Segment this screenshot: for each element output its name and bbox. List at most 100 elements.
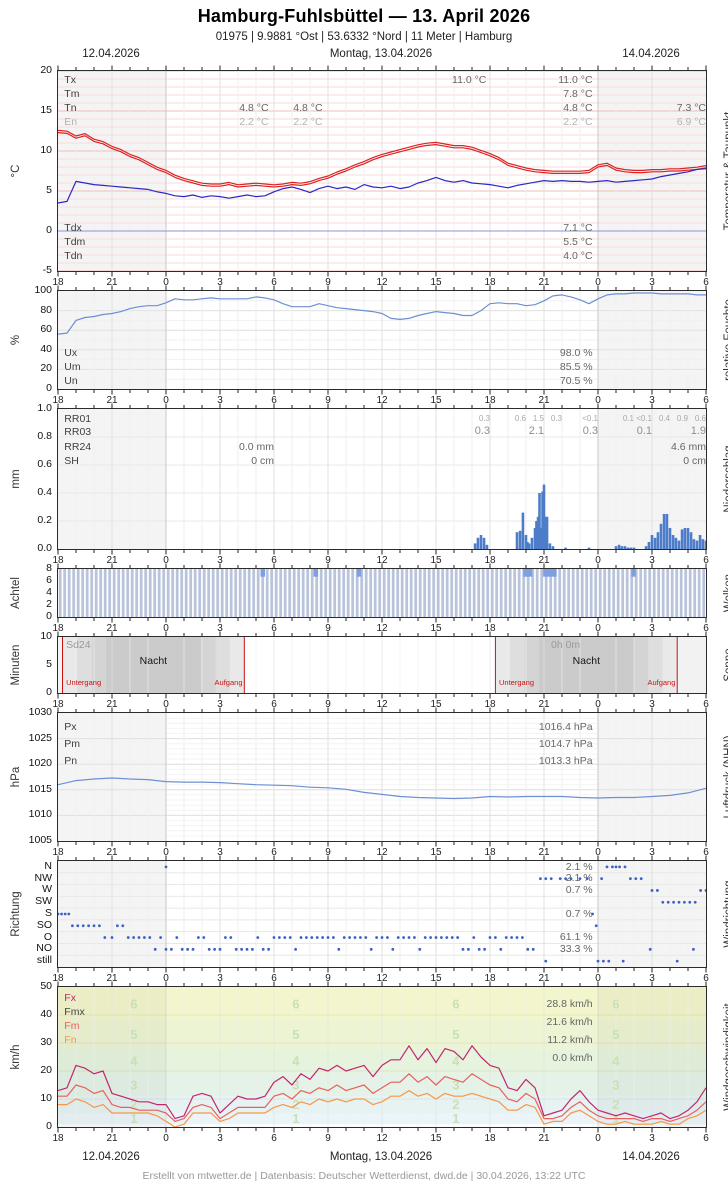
cloud-stripe bbox=[63, 569, 67, 617]
wind-direction-dot bbox=[224, 936, 227, 939]
svg-text:6: 6 bbox=[271, 699, 277, 710]
stat-text: Tdm bbox=[64, 236, 86, 248]
beaufort-number: 3 bbox=[292, 1078, 299, 1093]
beaufort-number: 4 bbox=[612, 1054, 620, 1069]
wind-direction-dot bbox=[692, 947, 695, 951]
wind-direction-dot bbox=[321, 936, 324, 939]
right-axis-pressure: Luftdruck (NHN) bbox=[707, 712, 728, 842]
wind-direction-dot bbox=[251, 947, 254, 951]
wind-direction-dot bbox=[116, 924, 119, 928]
stat-text: 1.5 bbox=[532, 414, 544, 423]
svg-text:18: 18 bbox=[52, 277, 64, 288]
wind-direction-annotations: 2.1 % 2.1 % 0.7 % 0.7 % 61.1 % 33.3 % bbox=[58, 861, 706, 967]
svg-text:21: 21 bbox=[106, 395, 118, 406]
svg-text:15: 15 bbox=[430, 277, 442, 288]
time-axis-svg: 18 21 0 3 6 9 12 15 18 21 0 3 6 bbox=[52, 390, 709, 408]
svg-text:21: 21 bbox=[538, 395, 550, 406]
svg-text:6: 6 bbox=[703, 277, 709, 288]
wind-direction-dot bbox=[429, 936, 432, 939]
cloud-stripe bbox=[234, 569, 238, 617]
rain-bar bbox=[544, 516, 547, 549]
wind-direction-dot bbox=[467, 947, 470, 951]
wind-direction-dot bbox=[92, 924, 96, 928]
y-axis-unit-label: Richtung bbox=[10, 891, 22, 937]
wind-direction-dot bbox=[677, 900, 681, 904]
rain-bar bbox=[539, 528, 543, 549]
pressure-plot-area: Px Pm Pn 1016.4 hPa 1014.7 hPa 1013.3 hPa bbox=[57, 712, 707, 842]
panel-humidity: % 100 80 60 40 20 0 Ux Um Un 98.0 % 85.5 % 70.5 % … bbox=[0, 284, 728, 394]
cloud-stripe bbox=[193, 569, 197, 617]
wind-direction-dot bbox=[332, 936, 335, 939]
cloud-stripe bbox=[274, 569, 278, 617]
rain-bar bbox=[701, 539, 705, 549]
wind-direction-dot bbox=[386, 936, 389, 939]
attribution-footer: Erstellt von mtwetter.de | Datenbasis: D… bbox=[142, 1170, 586, 1182]
rain-bar bbox=[665, 514, 669, 549]
cloud-stripe bbox=[175, 569, 179, 617]
svg-text:12: 12 bbox=[376, 847, 388, 858]
wind-min-line bbox=[58, 1089, 706, 1127]
wind-direction-dot bbox=[549, 877, 553, 881]
svg-text:18: 18 bbox=[484, 973, 496, 984]
rain-bar bbox=[644, 546, 648, 549]
y-tick-label: 0.0 bbox=[37, 542, 52, 554]
cloud-break-mark bbox=[260, 569, 265, 577]
stat-text: 1.9 bbox=[690, 425, 706, 437]
wind-direction-dot bbox=[648, 947, 652, 951]
y-axis-pressure: hPa 1030 1025 1020 1015 1010 1005 bbox=[0, 706, 57, 846]
svg-text:0: 0 bbox=[595, 699, 601, 710]
y-axis-unit-label: hPa bbox=[10, 766, 22, 788]
cloud-stripe bbox=[189, 569, 193, 617]
humidity-line bbox=[58, 292, 706, 335]
stat-text: 2.2 °C bbox=[563, 116, 593, 128]
stat-text: Aufgang bbox=[214, 678, 243, 687]
wind-direction-dot bbox=[675, 959, 679, 963]
svg-text:18: 18 bbox=[484, 1133, 496, 1144]
wind-direction-dot bbox=[159, 936, 162, 939]
stat-text: 2.2 °C bbox=[239, 116, 269, 128]
wind-direction-dot bbox=[353, 936, 357, 939]
cloud-stripe bbox=[472, 569, 476, 617]
cloud-stripe bbox=[130, 569, 134, 617]
cloud-stripe bbox=[652, 569, 656, 617]
y-tick-label: SO bbox=[36, 918, 52, 931]
wind-direction-dot bbox=[614, 865, 618, 869]
y-tick-label: 10 bbox=[40, 1092, 52, 1104]
svg-text:6: 6 bbox=[271, 277, 277, 288]
wind-direction-dot bbox=[621, 959, 625, 963]
beaufort-number: 3 bbox=[452, 1078, 459, 1093]
beaufort-number: 5 bbox=[292, 1027, 299, 1042]
cloud-stripe bbox=[553, 569, 557, 617]
y-tick-label: 40 bbox=[40, 1008, 52, 1020]
rain-bar bbox=[521, 512, 525, 549]
rain-bar bbox=[650, 535, 654, 549]
stat-text: 0.3 bbox=[478, 414, 490, 423]
stat-text: Pm bbox=[64, 738, 81, 750]
cloud-stripe bbox=[90, 569, 94, 617]
wind-direction-dot bbox=[380, 936, 384, 939]
date-next-day: 14.04.2026 bbox=[622, 48, 680, 60]
stat-text: Tx bbox=[64, 74, 76, 86]
rain-bar bbox=[674, 537, 678, 549]
cloud-stripe bbox=[639, 569, 643, 617]
wind-direction-dot bbox=[413, 936, 416, 939]
stat-text: 7.1 °C bbox=[563, 222, 593, 234]
stat-text: 0.4 bbox=[658, 414, 670, 423]
beaufort-number: 2 bbox=[612, 1097, 619, 1112]
wind-direction-dot bbox=[602, 959, 605, 963]
stat-text: <0.1 bbox=[636, 414, 652, 423]
stat-text: 1016.4 hPa bbox=[538, 721, 593, 733]
humidity-plot-area: Ux Um Un 98.0 % 85.5 % 70.5 % bbox=[57, 290, 707, 390]
svg-text:6: 6 bbox=[703, 555, 709, 566]
svg-text:6: 6 bbox=[703, 973, 709, 984]
cloud-stripe bbox=[670, 569, 674, 617]
panel-sun: Minuten 10 5 0 Sd24 0h 0m Nacht Nacht Untergan… bbox=[0, 630, 728, 698]
stat-text: 0.7 % bbox=[565, 908, 593, 920]
svg-text:6: 6 bbox=[703, 847, 709, 858]
svg-text:3: 3 bbox=[217, 395, 223, 406]
wind-direction-dot bbox=[440, 936, 443, 939]
wind-direction-dot bbox=[342, 936, 346, 939]
stat-text: 4.8 °C bbox=[239, 102, 269, 114]
cloud-stripe bbox=[319, 569, 323, 617]
cloud-stripe bbox=[562, 569, 566, 617]
